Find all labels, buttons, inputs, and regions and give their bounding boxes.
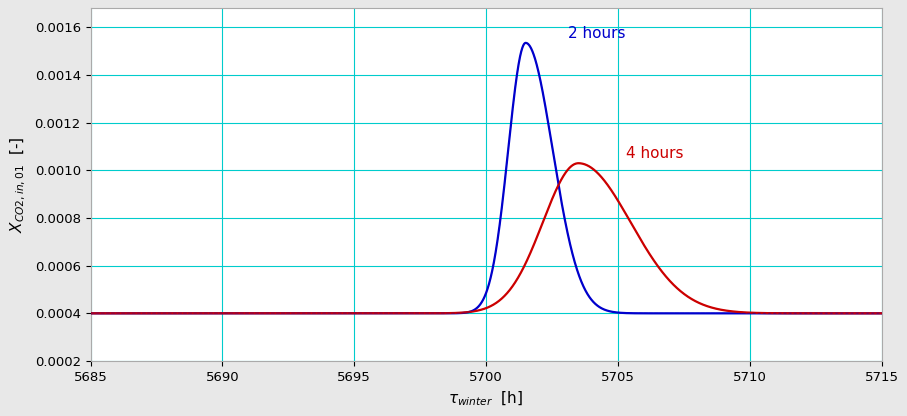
Y-axis label: $X_{CO2,in,01}$  [-]: $X_{CO2,in,01}$ [-] xyxy=(8,136,27,233)
Text: 4 hours: 4 hours xyxy=(626,146,683,161)
X-axis label: $\tau_{winter}$  [h]: $\tau_{winter}$ [h] xyxy=(448,389,523,408)
Text: 2 hours: 2 hours xyxy=(568,26,625,41)
